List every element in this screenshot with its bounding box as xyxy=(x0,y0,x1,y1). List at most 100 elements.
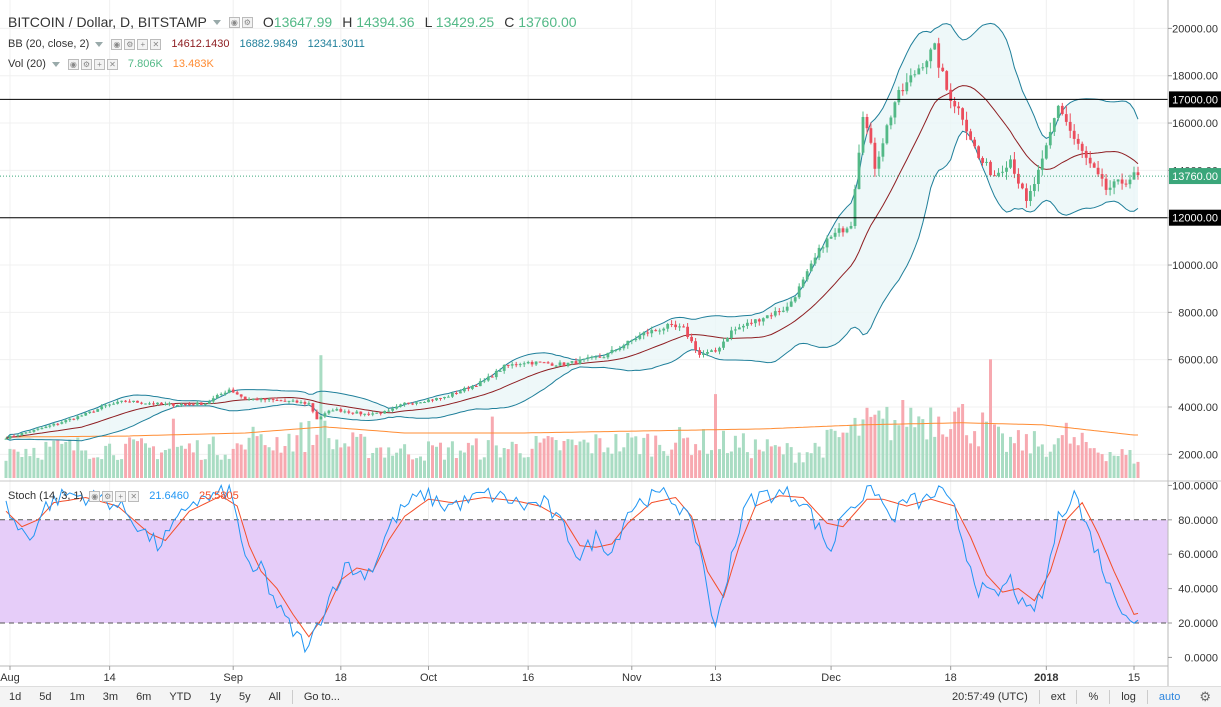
candle-body[interactable] xyxy=(128,401,131,403)
candle-body[interactable] xyxy=(698,350,701,355)
legend-buttons[interactable]: ◉ ⚙ + ✕ xyxy=(111,38,163,50)
candle-body[interactable] xyxy=(522,363,526,365)
candle-body[interactable] xyxy=(223,392,227,394)
candle-body[interactable] xyxy=(646,332,650,334)
candle-body[interactable] xyxy=(682,326,685,328)
last-price-badge[interactable] xyxy=(1169,168,1221,185)
candle-body[interactable] xyxy=(937,43,941,68)
eye-icon[interactable]: ◉ xyxy=(67,58,79,70)
eye-icon[interactable]: ◉ xyxy=(111,38,123,50)
candle-body[interactable] xyxy=(969,131,972,140)
candle-body[interactable] xyxy=(909,75,913,83)
candle-body[interactable] xyxy=(100,406,104,410)
candle-body[interactable] xyxy=(582,358,586,360)
candle-body[interactable] xyxy=(486,376,490,381)
candle-body[interactable] xyxy=(506,364,510,366)
candle-body[interactable] xyxy=(905,82,909,92)
candle-body[interactable] xyxy=(219,393,223,395)
candle-body[interactable] xyxy=(742,325,745,328)
candle-body[interactable] xyxy=(1060,105,1064,114)
candle-body[interactable] xyxy=(538,361,542,363)
candle-body[interactable] xyxy=(1056,105,1060,118)
candle-body[interactable] xyxy=(885,125,889,144)
candle-body[interactable] xyxy=(371,413,375,415)
candle-body[interactable] xyxy=(319,416,323,420)
candle-body[interactable] xyxy=(451,393,454,397)
candle-body[interactable] xyxy=(295,400,299,403)
candle-body[interactable] xyxy=(869,128,873,143)
candle-body[interactable] xyxy=(781,310,785,312)
price-axis[interactable]: 2000.00 4000.00 6000.00 8000.00 10000.00 1200… xyxy=(1168,23,1221,461)
candle-body[interactable] xyxy=(993,175,996,177)
candle-body[interactable] xyxy=(889,117,893,126)
candle-body[interactable] xyxy=(849,226,853,229)
candle-body[interactable] xyxy=(1037,169,1040,184)
candle-body[interactable] xyxy=(953,101,957,107)
candle-body[interactable] xyxy=(861,117,865,153)
candle-body[interactable] xyxy=(1072,130,1076,139)
candle-body[interactable] xyxy=(961,108,964,120)
candle-body[interactable] xyxy=(797,286,801,298)
candle-body[interactable] xyxy=(243,396,247,400)
candle-body[interactable] xyxy=(1017,173,1020,184)
candle-body[interactable] xyxy=(706,352,709,354)
candle-body[interactable] xyxy=(1084,150,1088,158)
candle-body[interactable] xyxy=(415,402,418,404)
range-1d-button[interactable]: 1d xyxy=(9,691,22,703)
range-6m-button[interactable]: 6m xyxy=(136,691,152,703)
candle-body[interactable] xyxy=(981,158,984,163)
chevron-down-icon[interactable] xyxy=(51,61,60,67)
candle-body[interactable] xyxy=(331,410,335,412)
candle-body[interactable] xyxy=(359,411,363,415)
candle-body[interactable] xyxy=(718,347,721,352)
candle-body[interactable] xyxy=(833,232,837,237)
candle-body[interactable] xyxy=(734,329,737,331)
candle-body[interactable] xyxy=(112,403,115,405)
chevron-down-icon[interactable] xyxy=(212,19,221,25)
candle-body[interactable] xyxy=(678,326,681,328)
candle-body[interactable] xyxy=(941,67,945,72)
candle-body[interactable] xyxy=(443,397,446,399)
candle-body[interactable] xyxy=(1128,179,1132,185)
candle-body[interactable] xyxy=(638,335,642,339)
candle-body[interactable] xyxy=(738,327,741,330)
candle-body[interactable] xyxy=(1040,158,1044,170)
candle-body[interactable] xyxy=(431,399,434,401)
stoch-axis[interactable]: 0.0000 20.0000 40.0000 60.0000 80.0000 100.00… xyxy=(1168,480,1218,664)
candle-body[interactable] xyxy=(933,43,937,50)
candle-body[interactable] xyxy=(845,228,849,233)
candle-body[interactable] xyxy=(28,431,32,433)
candle-body[interactable] xyxy=(347,411,351,413)
candle-body[interactable] xyxy=(566,362,570,366)
candle-body[interactable] xyxy=(251,398,255,400)
ext-toggle[interactable]: ext xyxy=(1050,691,1066,703)
candle-body[interactable] xyxy=(690,336,693,342)
candle-body[interactable] xyxy=(32,429,36,432)
candle-body[interactable] xyxy=(255,398,259,401)
candle-body[interactable] xyxy=(710,350,713,352)
candle-body[interactable] xyxy=(199,402,203,405)
level-price-badge[interactable] xyxy=(1169,91,1221,108)
candle-body[interactable] xyxy=(435,398,438,401)
plus-icon[interactable]: + xyxy=(137,38,149,50)
candle-body[interactable] xyxy=(474,386,478,387)
candle-body[interactable] xyxy=(172,403,175,406)
candle-body[interactable] xyxy=(152,403,155,405)
candle-body[interactable] xyxy=(275,400,279,401)
candle-body[interactable] xyxy=(837,228,841,233)
candle-body[interactable] xyxy=(730,330,733,339)
candle-body[interactable] xyxy=(299,402,303,404)
candle-body[interactable] xyxy=(873,142,877,169)
candle-body[interactable] xyxy=(897,90,901,103)
candle-body[interactable] xyxy=(578,359,582,364)
candle-body[interactable] xyxy=(207,401,211,404)
candle-body[interactable] xyxy=(893,102,897,118)
candle-body[interactable] xyxy=(88,411,92,413)
candle-body[interactable] xyxy=(622,345,626,349)
candle-body[interactable] xyxy=(1112,181,1116,188)
candle-body[interactable] xyxy=(343,411,347,413)
candle-body[interactable] xyxy=(510,364,514,366)
candle-body[interactable] xyxy=(674,324,677,328)
candle-body[interactable] xyxy=(658,330,662,332)
candle-body[interactable] xyxy=(76,416,80,420)
